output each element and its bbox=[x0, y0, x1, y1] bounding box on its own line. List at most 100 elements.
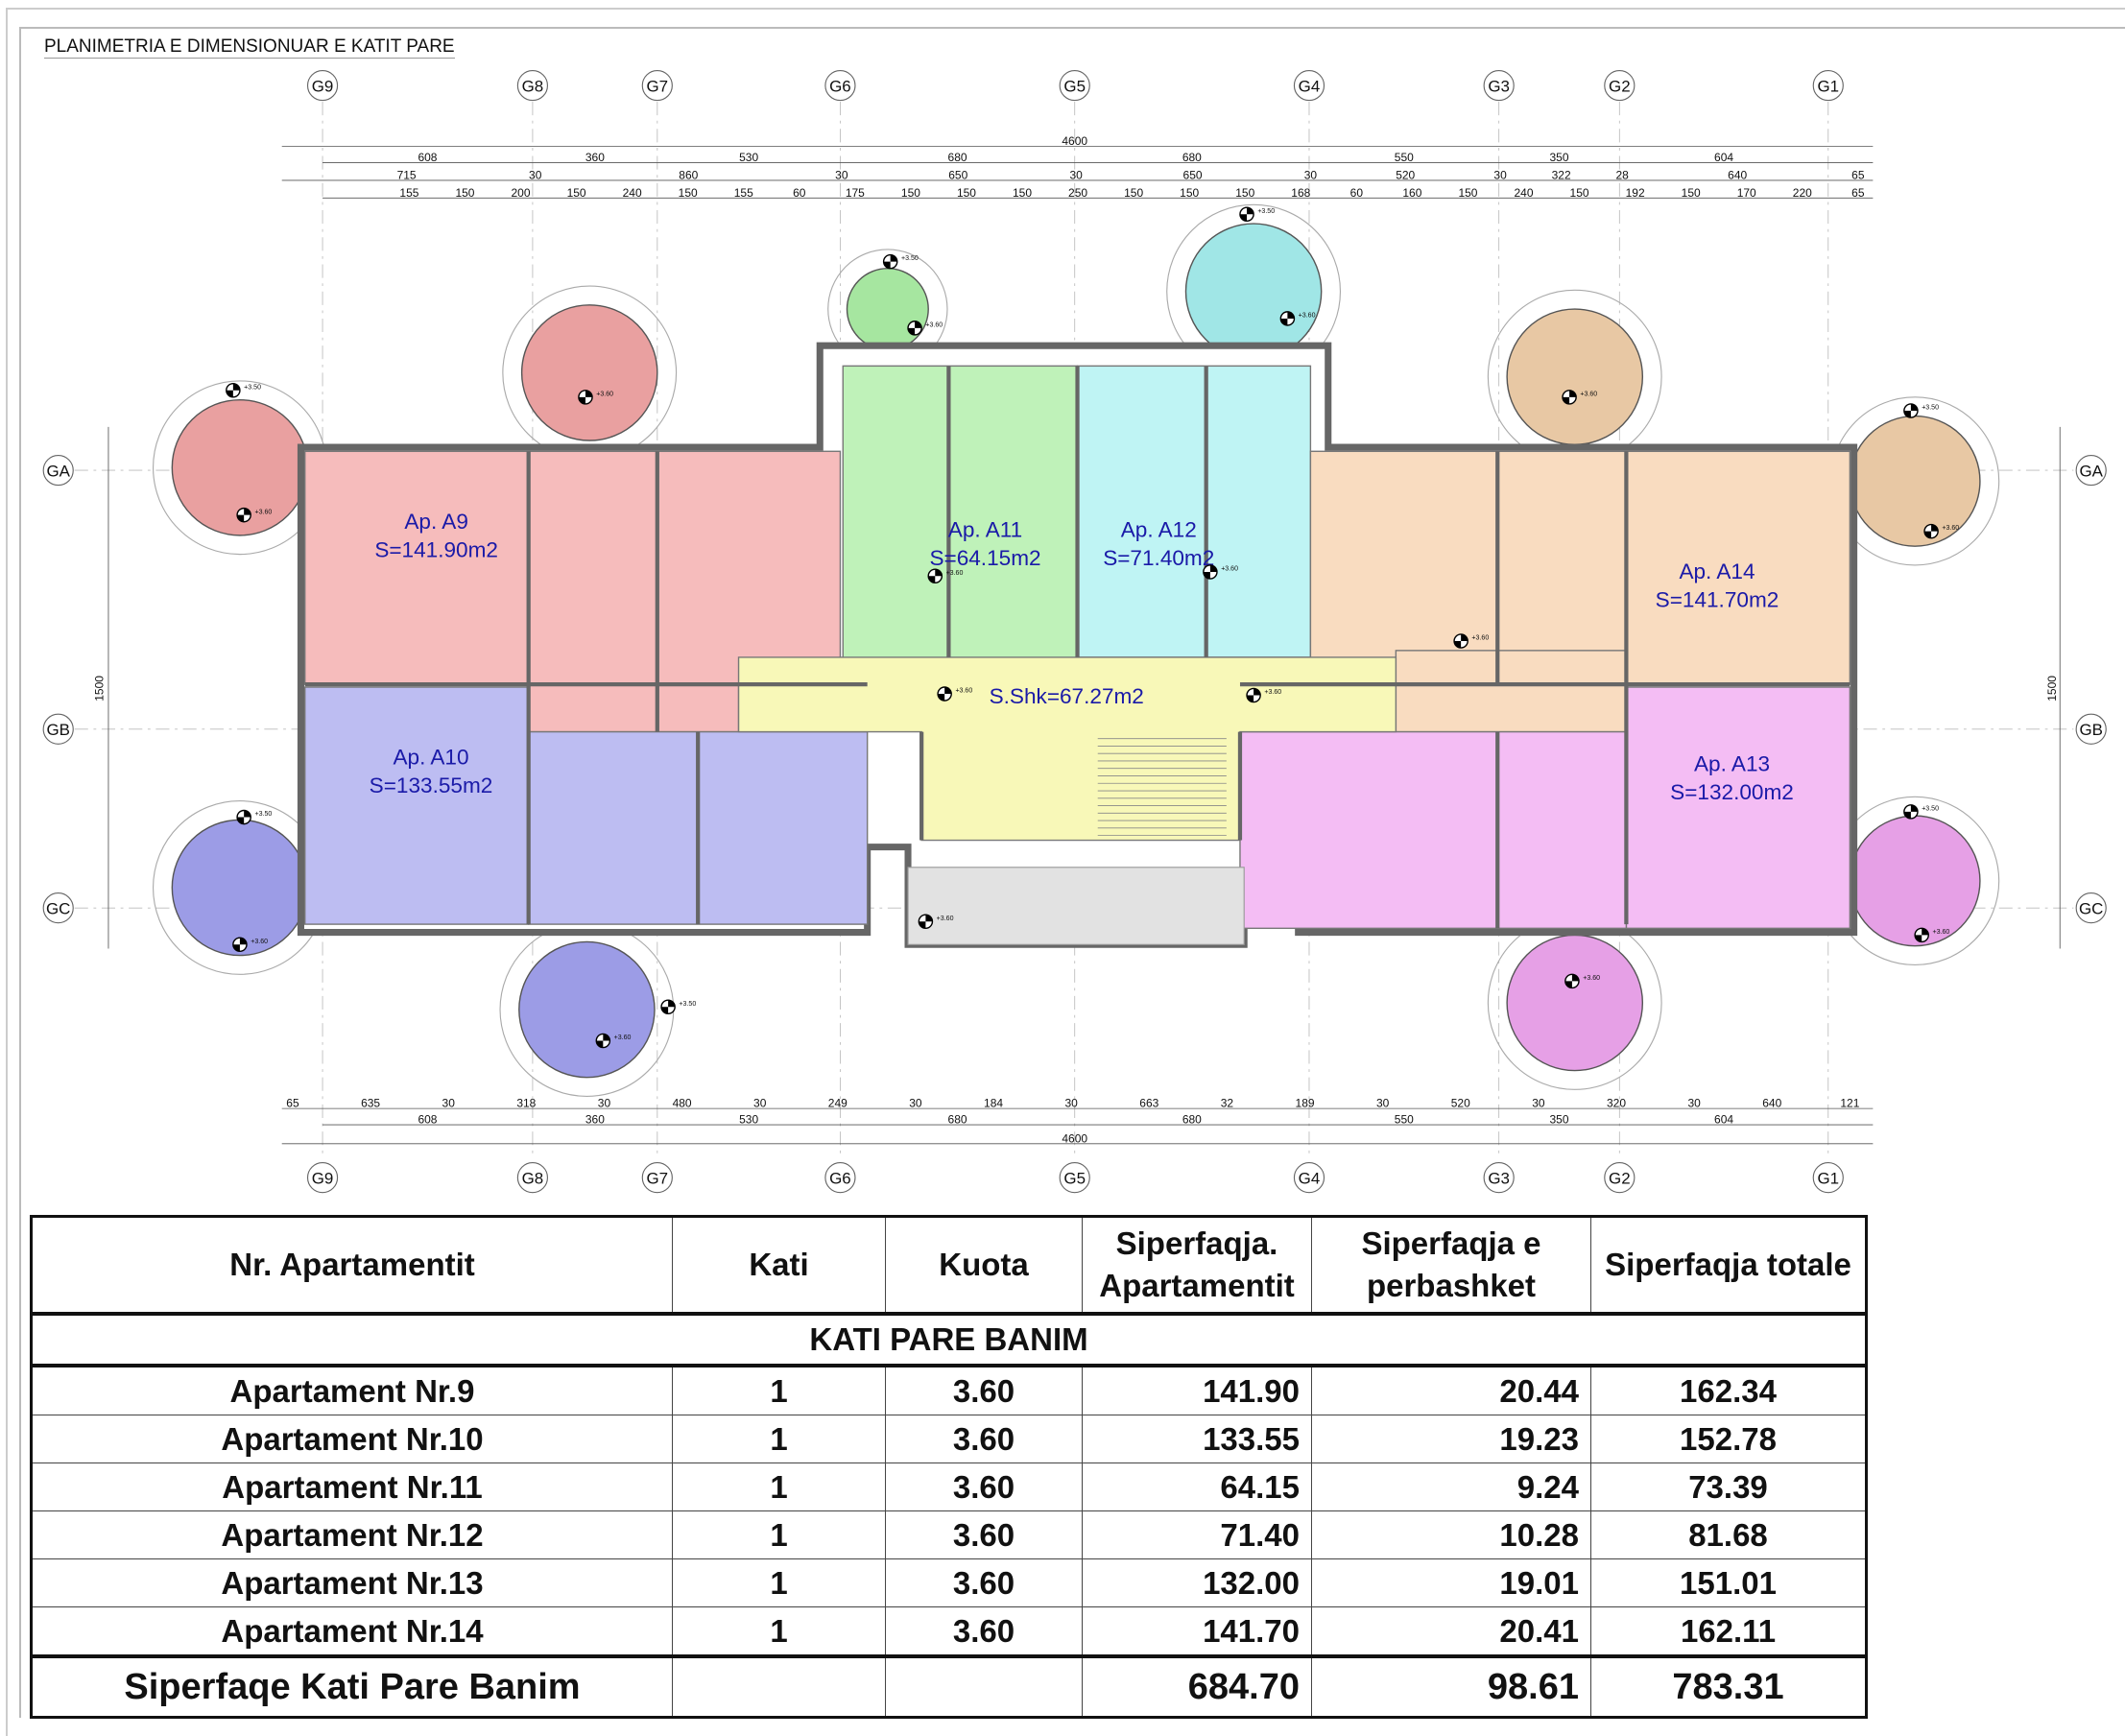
elevation-label: +3.50 bbox=[1922, 405, 1939, 412]
grid-bubble bbox=[1293, 1162, 1325, 1194]
dimension-bottom-row1: 320 bbox=[1607, 1097, 1626, 1110]
grid-bubble bbox=[1483, 69, 1515, 102]
grid-bubble bbox=[1812, 1162, 1844, 1194]
table-header-row: Nr. Apartamentit Kati Kuota Siperfaqja. … bbox=[31, 1216, 1867, 1315]
dimension-axis-top: 680 bbox=[1182, 151, 1202, 164]
grid-label-G9: G9 bbox=[312, 77, 334, 95]
apartment-area-A10 bbox=[303, 686, 530, 925]
cell-apartment-name: Apartament Nr.12 bbox=[31, 1510, 673, 1559]
grid-bubble bbox=[2075, 454, 2107, 487]
total-common-area: 98.61 bbox=[1311, 1654, 1591, 1718]
cell-total-area: 81.68 bbox=[1590, 1510, 1867, 1559]
elevation-marker-icon bbox=[1247, 688, 1261, 702]
dimension-top-row3: 150 bbox=[1458, 186, 1477, 200]
grid-bubble bbox=[306, 69, 339, 102]
elevation-marker-icon bbox=[1280, 311, 1295, 325]
cell-common-area: 19.01 bbox=[1311, 1558, 1591, 1607]
dimension-top-row3: 150 bbox=[679, 186, 698, 200]
dimension-top-row3: 60 bbox=[1350, 186, 1364, 200]
dimension-top-row3: 150 bbox=[567, 186, 586, 200]
elevation-label: +3.60 bbox=[596, 391, 613, 397]
dimension-top-row2: 650 bbox=[948, 169, 967, 182]
dimension-bottom-row1: 184 bbox=[984, 1097, 1003, 1110]
total-elevation bbox=[885, 1654, 1083, 1718]
dimension-top-row2: 30 bbox=[529, 169, 542, 182]
elevation-marker-icon bbox=[928, 569, 943, 583]
grid-bubble bbox=[1059, 69, 1090, 102]
balcony-A13 bbox=[1506, 934, 1644, 1072]
cell-common-area: 20.44 bbox=[1311, 1365, 1591, 1415]
apartment-area-label-A10: S=133.55m2 bbox=[370, 773, 493, 797]
apartment-area-label-A14: S=141.70m2 bbox=[1656, 588, 1779, 612]
balcony-A14 bbox=[1849, 415, 1981, 547]
dimension-top-row3: 150 bbox=[1180, 186, 1199, 200]
dimension-bottom-row1: 30 bbox=[753, 1097, 767, 1110]
dimension-top-row3: 155 bbox=[734, 186, 753, 200]
elevation-label: +3.60 bbox=[937, 916, 954, 922]
apartment-area-A12 bbox=[1076, 365, 1312, 658]
grid-bubble bbox=[824, 1162, 856, 1194]
table-row: Apartament Nr.10 1 3.60 133.55 19.23 152.78 bbox=[31, 1415, 1867, 1463]
total-apartment-name: Siperfaqe Kati Pare Banim bbox=[31, 1654, 673, 1718]
apartment-area-A9 bbox=[527, 683, 740, 733]
dimension-axis-top: 680 bbox=[948, 151, 967, 164]
dimension-top-row3: 60 bbox=[793, 186, 806, 200]
dimension-bottom-row1: 30 bbox=[1687, 1097, 1701, 1110]
elevation-marker-icon bbox=[1203, 564, 1217, 580]
dimension-axis-bottom: 604 bbox=[1714, 1113, 1733, 1127]
cell-apartment-area: 141.90 bbox=[1082, 1365, 1312, 1415]
grid-label-GA: GA bbox=[2079, 462, 2103, 480]
elevation-label: +3.60 bbox=[1932, 929, 1949, 936]
dimension-top-row2: 65 bbox=[1851, 169, 1865, 182]
dimension-overall-top: 4600 bbox=[1062, 134, 1087, 148]
grid-label-G2: G2 bbox=[1609, 1169, 1631, 1187]
grid-bubble bbox=[516, 1162, 549, 1194]
dimension-axis-top: 530 bbox=[739, 151, 758, 164]
elevation-marker-icon bbox=[1915, 928, 1929, 942]
cell-elevation: 3.60 bbox=[885, 1415, 1083, 1463]
dimension-top-row3: 160 bbox=[1402, 186, 1421, 200]
elevation-marker-icon bbox=[578, 390, 593, 404]
elevation-label: +3.60 bbox=[251, 939, 268, 945]
elevation-label: +3.60 bbox=[1583, 975, 1600, 982]
grid-label-G8: G8 bbox=[522, 1169, 544, 1187]
dimension-top-row2: 28 bbox=[1615, 169, 1629, 182]
cell-elevation: 3.60 bbox=[885, 1463, 1083, 1511]
dimension-top-row3: 250 bbox=[1068, 186, 1087, 200]
table-row: Apartament Nr.11 1 3.60 64.15 9.24 73.39 bbox=[31, 1463, 1867, 1511]
balcony-A9 bbox=[520, 304, 658, 441]
dimension-axis-top: 350 bbox=[1549, 151, 1568, 164]
balcony-A13 bbox=[1849, 815, 1981, 947]
cell-apartment-area: 141.70 bbox=[1082, 1606, 1312, 1657]
elevation-marker-icon bbox=[919, 915, 933, 929]
grid-label-G1: G1 bbox=[1817, 1169, 1839, 1187]
dimension-top-row3: 155 bbox=[399, 186, 418, 200]
elevation-label: +3.50 bbox=[244, 384, 261, 391]
dimension-axis-top: 550 bbox=[1395, 151, 1414, 164]
table-row: Apartament Nr.13 1 3.60 132.00 19.01 151.01 bbox=[31, 1558, 1867, 1607]
grid-bubble bbox=[306, 1162, 339, 1194]
cell-common-area: 19.23 bbox=[1311, 1415, 1591, 1463]
elevation-label: +3.60 bbox=[955, 688, 972, 695]
dimension-top-row3: 150 bbox=[1570, 186, 1589, 200]
grid-bubble bbox=[1293, 69, 1325, 102]
dimension-top-row3: 170 bbox=[1737, 186, 1756, 200]
grid-label-GB: GB bbox=[2079, 721, 2102, 739]
cell-floor: 1 bbox=[672, 1463, 886, 1511]
elevation-label: +3.50 bbox=[1922, 805, 1939, 812]
cell-apartment-name: Apartament Nr.13 bbox=[31, 1558, 673, 1607]
elevation-marker-icon bbox=[1903, 804, 1918, 819]
grid-label-G6: G6 bbox=[829, 1169, 851, 1187]
plan-title: PLANIMETRIA E DIMENSIONUAR E KATIT PARE bbox=[44, 36, 455, 59]
cell-apartment-area: 132.00 bbox=[1082, 1558, 1312, 1607]
grid-bubble bbox=[42, 892, 74, 924]
dimension-bottom-row1: 318 bbox=[516, 1097, 536, 1110]
dimension-top-row2: 30 bbox=[835, 169, 848, 182]
header-common-area: Siperfaqja e perbashket bbox=[1311, 1216, 1591, 1315]
apartment-label-A14: Ap. A14 bbox=[1679, 559, 1755, 583]
elevation-marker-icon bbox=[1903, 403, 1918, 418]
dimension-top-row3: 150 bbox=[1682, 186, 1701, 200]
apartment-area-table: Nr. Apartamentit Kati Kuota Siperfaqja. … bbox=[30, 1215, 1868, 1719]
dimension-axis-bottom: 550 bbox=[1395, 1113, 1414, 1127]
elevation-marker-icon bbox=[596, 1034, 610, 1048]
